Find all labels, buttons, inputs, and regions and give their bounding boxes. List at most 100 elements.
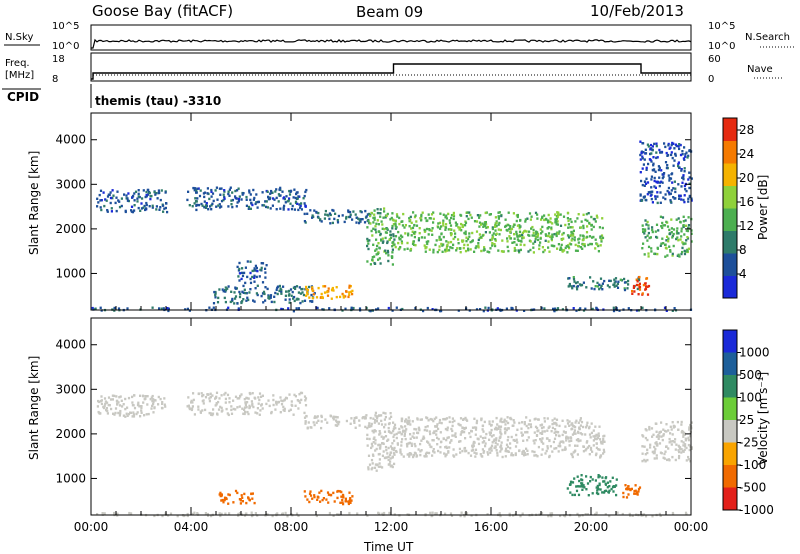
data-cell	[668, 437, 671, 441]
data-cell	[418, 227, 421, 230]
data-cell	[332, 418, 335, 421]
data-cell	[245, 512, 248, 515]
data-cell	[494, 239, 497, 242]
data-cell	[526, 217, 529, 220]
data-cell	[214, 292, 217, 295]
data-cell	[494, 441, 497, 445]
data-cell	[449, 441, 452, 444]
data-cell	[266, 190, 269, 193]
data-cell	[427, 419, 430, 422]
data-cell	[450, 233, 453, 237]
data-cell	[349, 422, 352, 425]
data-cell	[651, 148, 654, 151]
data-cell	[389, 457, 392, 460]
data-cell	[664, 243, 667, 246]
data-cell	[191, 512, 194, 516]
data-cell	[506, 240, 509, 243]
data-cell	[311, 287, 314, 291]
data-cell	[435, 512, 438, 515]
data-cell	[582, 450, 585, 453]
data-cell	[641, 157, 644, 160]
data-cell	[582, 485, 585, 488]
data-cell	[612, 485, 615, 488]
data-cell	[371, 453, 375, 456]
data-cell	[595, 214, 598, 217]
data-cell	[383, 430, 387, 433]
data-cell	[621, 512, 624, 516]
data-cell	[678, 143, 681, 146]
data-cell	[391, 248, 394, 251]
data-cell	[243, 288, 246, 291]
data-cell	[264, 276, 267, 279]
data-cell	[139, 394, 142, 397]
data-cell	[467, 247, 470, 250]
data-cell	[592, 235, 595, 239]
data-cell	[221, 498, 224, 502]
data-cell	[478, 236, 481, 240]
data-cell	[372, 431, 375, 434]
data-cell	[598, 438, 602, 441]
freq-left-tick-bottom: 8	[52, 74, 58, 85]
data-cell	[480, 417, 483, 420]
data-cell	[256, 206, 259, 209]
data-cell	[411, 230, 414, 233]
data-cell	[386, 241, 389, 245]
data-cell	[273, 198, 276, 201]
data-cell	[491, 244, 494, 247]
data-cell	[590, 242, 593, 246]
data-cell	[640, 199, 643, 202]
data-cell	[684, 153, 687, 156]
data-cell	[389, 445, 393, 448]
data-cell	[670, 227, 673, 230]
data-cell	[658, 148, 661, 152]
data-cell	[513, 241, 516, 244]
data-cell	[218, 288, 221, 291]
data-cell	[675, 218, 678, 221]
data-cell	[593, 217, 596, 221]
data-cell	[382, 437, 385, 440]
data-cell	[566, 211, 570, 215]
data-cell	[258, 413, 261, 416]
data-cell	[330, 493, 333, 497]
data-cell	[342, 296, 345, 299]
data-cell	[473, 220, 477, 223]
data-cell	[249, 277, 252, 281]
data-cell	[396, 442, 399, 445]
data-cell	[130, 512, 133, 515]
data-cell	[228, 401, 231, 404]
data-cell	[653, 252, 656, 255]
data-cell	[520, 427, 523, 430]
x-tick-label: 04:00	[174, 520, 209, 534]
data-cell	[242, 284, 245, 288]
power-colorbar-tick-label: 28	[739, 123, 754, 137]
data-cell	[193, 413, 196, 416]
data-cell	[264, 271, 267, 274]
data-cell	[464, 230, 467, 233]
data-cell	[683, 194, 686, 197]
data-cell	[129, 411, 132, 414]
data-cell	[441, 250, 444, 253]
data-cell	[238, 397, 241, 400]
data-cell	[567, 223, 570, 226]
data-cell	[439, 451, 442, 454]
data-cell	[163, 207, 166, 210]
data-cell	[448, 446, 451, 449]
data-cell	[594, 437, 598, 441]
data-cell	[523, 230, 526, 233]
data-cell	[96, 405, 99, 408]
data-cell	[400, 240, 403, 243]
data-cell	[655, 223, 659, 226]
data-cell	[658, 512, 661, 516]
data-cell	[118, 396, 121, 399]
data-cell	[266, 287, 269, 291]
data-cell	[387, 438, 390, 441]
data-cell	[410, 442, 413, 445]
data-cell	[367, 242, 370, 245]
data-cell	[576, 485, 579, 488]
data-cell	[436, 443, 439, 446]
data-cell	[525, 424, 528, 428]
data-cell	[532, 439, 535, 442]
data-cell	[685, 239, 688, 242]
data-cell	[391, 212, 394, 215]
data-cell	[667, 144, 670, 147]
